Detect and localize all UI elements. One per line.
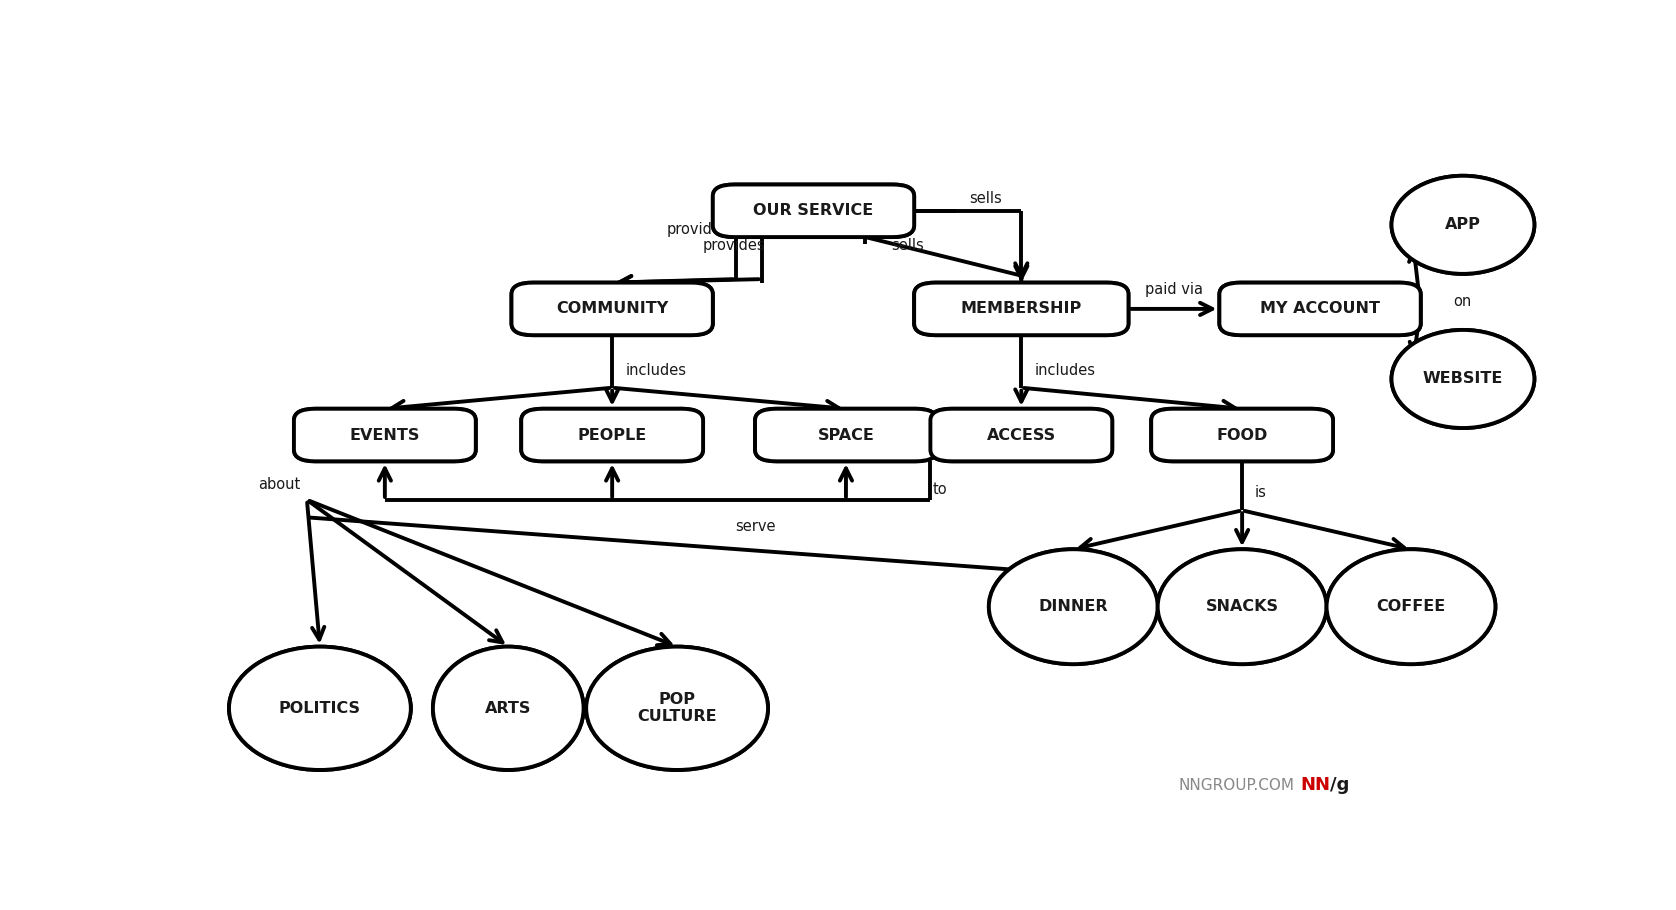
Ellipse shape <box>432 647 583 770</box>
FancyBboxPatch shape <box>293 409 476 461</box>
FancyBboxPatch shape <box>930 409 1113 461</box>
Text: FOOD: FOOD <box>1217 428 1267 442</box>
Text: SPACE: SPACE <box>818 428 875 442</box>
Text: provides: provides <box>704 238 766 253</box>
FancyBboxPatch shape <box>712 185 913 238</box>
Text: MY ACCOUNT: MY ACCOUNT <box>1260 301 1379 317</box>
FancyBboxPatch shape <box>1151 409 1332 461</box>
Text: SPACE: SPACE <box>818 428 875 442</box>
Text: PEOPLE: PEOPLE <box>578 428 647 442</box>
FancyBboxPatch shape <box>1220 283 1421 335</box>
Text: ARTS: ARTS <box>484 701 531 716</box>
Text: serve: serve <box>734 519 776 534</box>
Text: COFFEE: COFFEE <box>1376 599 1446 614</box>
Ellipse shape <box>989 550 1158 664</box>
Ellipse shape <box>230 647 411 770</box>
Text: MY ACCOUNT: MY ACCOUNT <box>1260 301 1379 317</box>
FancyBboxPatch shape <box>913 283 1128 335</box>
Text: on: on <box>1453 295 1472 309</box>
Text: APP: APP <box>1445 217 1482 232</box>
Text: SNACKS: SNACKS <box>1205 599 1279 614</box>
Text: COMMUNITY: COMMUNITY <box>556 301 669 317</box>
Text: OUR SERVICE: OUR SERVICE <box>754 203 873 218</box>
Ellipse shape <box>1391 330 1535 428</box>
Ellipse shape <box>587 647 768 770</box>
Text: includes: includes <box>1034 363 1096 378</box>
Text: NNGROUP.COM: NNGROUP.COM <box>1178 778 1294 793</box>
Text: ACCESS: ACCESS <box>987 428 1056 442</box>
Text: COMMUNITY: COMMUNITY <box>556 301 669 317</box>
Ellipse shape <box>1327 550 1495 664</box>
FancyBboxPatch shape <box>913 283 1128 335</box>
Text: ACCESS: ACCESS <box>987 428 1056 442</box>
Text: APP: APP <box>1445 217 1482 232</box>
Text: sells: sells <box>892 238 923 253</box>
Text: MEMBERSHIP: MEMBERSHIP <box>960 301 1083 317</box>
Text: POLITICS: POLITICS <box>278 701 360 716</box>
Ellipse shape <box>1391 330 1535 428</box>
Text: POP
CULTURE: POP CULTURE <box>637 693 717 724</box>
Text: WEBSITE: WEBSITE <box>1423 371 1503 387</box>
Text: POLITICS: POLITICS <box>278 701 360 716</box>
FancyBboxPatch shape <box>1220 283 1421 335</box>
FancyBboxPatch shape <box>521 409 704 461</box>
FancyBboxPatch shape <box>754 409 937 461</box>
Ellipse shape <box>587 647 768 770</box>
Ellipse shape <box>432 647 583 770</box>
FancyBboxPatch shape <box>754 409 937 461</box>
FancyBboxPatch shape <box>511 283 712 335</box>
FancyBboxPatch shape <box>293 409 476 461</box>
Text: EVENTS: EVENTS <box>350 428 421 442</box>
FancyBboxPatch shape <box>521 409 704 461</box>
Text: includes: includes <box>625 363 685 378</box>
Text: PEOPLE: PEOPLE <box>578 428 647 442</box>
Text: OUR SERVICE: OUR SERVICE <box>754 203 873 218</box>
Ellipse shape <box>1391 176 1535 274</box>
Text: SNACKS: SNACKS <box>1205 599 1279 614</box>
Ellipse shape <box>1391 176 1535 274</box>
Ellipse shape <box>989 550 1158 664</box>
Ellipse shape <box>1158 550 1327 664</box>
FancyBboxPatch shape <box>712 185 913 238</box>
Text: COFFEE: COFFEE <box>1376 599 1446 614</box>
Text: DINNER: DINNER <box>1039 599 1108 614</box>
Text: MEMBERSHIP: MEMBERSHIP <box>960 301 1083 317</box>
Text: is: is <box>1255 485 1267 501</box>
Ellipse shape <box>1158 550 1327 664</box>
Text: sells: sells <box>969 191 1002 206</box>
Text: POP
CULTURE: POP CULTURE <box>637 693 717 724</box>
Text: provides: provides <box>667 222 729 237</box>
Text: NN: NN <box>1301 776 1331 794</box>
Ellipse shape <box>230 647 411 770</box>
Text: EVENTS: EVENTS <box>350 428 421 442</box>
FancyBboxPatch shape <box>1151 409 1332 461</box>
FancyBboxPatch shape <box>511 283 712 335</box>
Text: ARTS: ARTS <box>484 701 531 716</box>
Ellipse shape <box>1327 550 1495 664</box>
Text: /g: /g <box>1331 776 1349 794</box>
Text: WEBSITE: WEBSITE <box>1423 371 1503 387</box>
Text: paid via: paid via <box>1145 282 1203 297</box>
Text: to: to <box>934 481 947 497</box>
Text: FOOD: FOOD <box>1217 428 1267 442</box>
Text: about: about <box>258 477 300 492</box>
FancyBboxPatch shape <box>930 409 1113 461</box>
Text: DINNER: DINNER <box>1039 599 1108 614</box>
